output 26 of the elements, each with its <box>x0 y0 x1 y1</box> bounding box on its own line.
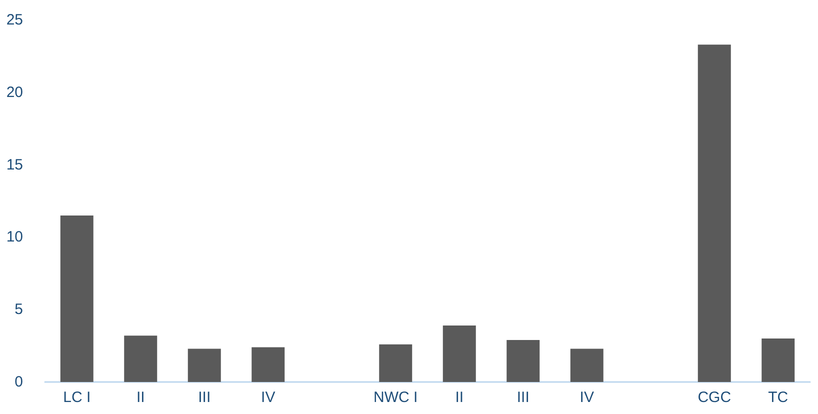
x-tick-label: II <box>136 389 145 406</box>
bar <box>698 44 731 382</box>
bar <box>762 338 795 382</box>
bar <box>379 344 412 382</box>
bar <box>442 326 476 382</box>
y-tick-label: 20 <box>6 84 23 101</box>
y-tick-label: 0 <box>14 374 23 390</box>
x-tick-label: NWC I <box>374 389 418 406</box>
bar <box>188 348 221 382</box>
x-tick-label: IV <box>261 389 276 406</box>
bar <box>60 215 94 382</box>
y-tick-label: 5 <box>14 301 23 318</box>
x-tick-label: II <box>455 389 464 406</box>
x-tick-label: LC I <box>63 389 91 406</box>
x-tick-label: III <box>198 389 211 406</box>
x-tick-label: IV <box>580 389 594 406</box>
y-tick-label: 25 <box>6 12 23 28</box>
bar <box>124 336 158 382</box>
y-tick-label: 10 <box>6 228 23 246</box>
x-tick-label: III <box>516 389 530 406</box>
bar <box>252 347 285 382</box>
bar <box>506 340 540 382</box>
y-tick-label: 15 <box>6 156 23 174</box>
x-tick-label: TC <box>768 389 788 406</box>
bar <box>570 348 604 382</box>
x-tick-label: CGC <box>698 389 732 406</box>
